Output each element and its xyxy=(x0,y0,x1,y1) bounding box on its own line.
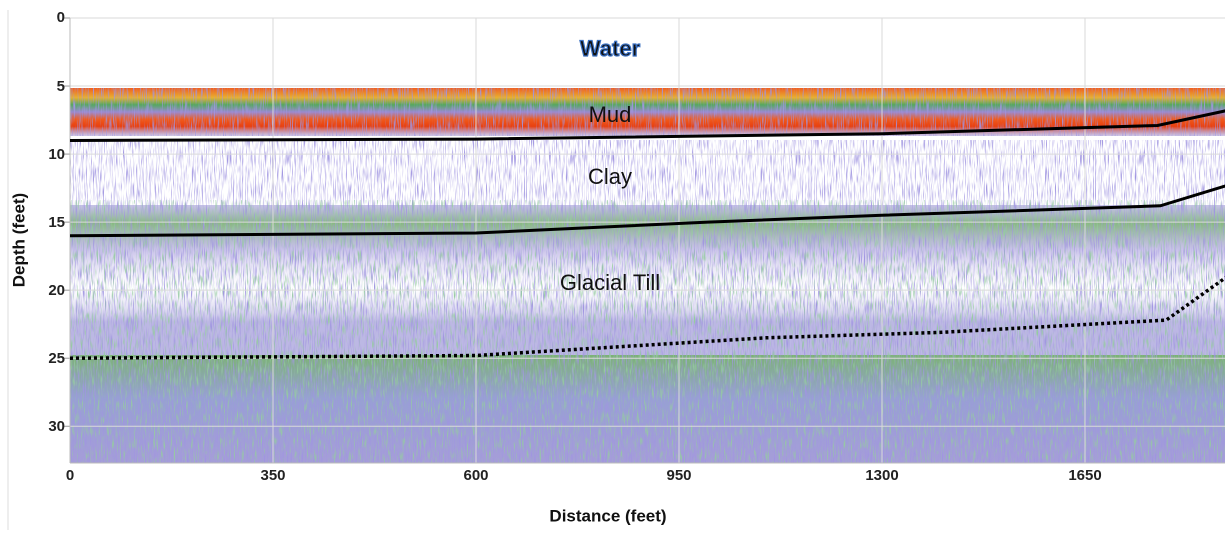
deep-texture-green xyxy=(70,200,1225,463)
boundary-line xyxy=(69,109,1225,142)
sonar-backdrop xyxy=(70,88,1225,463)
y-tick-label: 10 xyxy=(48,146,65,163)
y-axis-title: Depth (feet) xyxy=(9,193,28,287)
layer-label: Water xyxy=(580,36,641,61)
x-tick-label: 1650 xyxy=(1068,467,1101,484)
y-tick-label: 25 xyxy=(48,350,65,367)
y-tick-label: 5 xyxy=(57,78,65,95)
y-tick-label: 15 xyxy=(48,214,65,231)
layer-label: Mud xyxy=(589,102,632,127)
boundary-line xyxy=(69,275,1225,360)
x-axis-title: Distance (feet) xyxy=(549,506,666,525)
layer-label: Glacial Till xyxy=(560,270,660,295)
y-tick-label: 20 xyxy=(48,282,65,299)
boundary-line xyxy=(69,184,1225,238)
x-tick-label: 0 xyxy=(66,467,74,484)
x-tick-label: 1300 xyxy=(865,467,898,484)
grid xyxy=(64,17,1225,463)
x-tick-label: 950 xyxy=(666,467,691,484)
y-tick-label: 30 xyxy=(48,418,65,435)
x-tick-label: 600 xyxy=(463,467,488,484)
layer-label: Clay xyxy=(588,164,632,189)
x-tick-label: 350 xyxy=(260,467,285,484)
y-tick-label: 0 xyxy=(57,9,65,26)
